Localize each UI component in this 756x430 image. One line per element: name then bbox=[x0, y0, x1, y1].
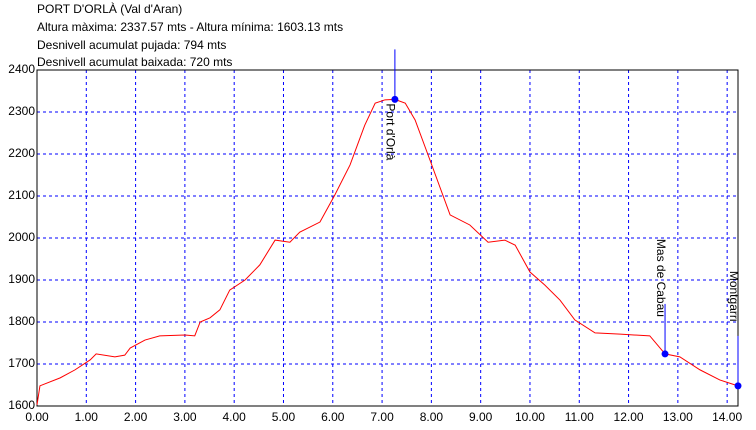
x-tick-label: 0.00 bbox=[25, 410, 49, 424]
waypoint-label: Mas de Cabau bbox=[654, 239, 668, 317]
x-tick-label: 4.00 bbox=[223, 410, 247, 424]
plot-border bbox=[36, 69, 739, 407]
subtitle: Desnivell acumulat baixada: 720 mts bbox=[37, 55, 232, 69]
x-tick-label: 12.00 bbox=[614, 410, 644, 424]
x-tick-label: 1.00 bbox=[75, 410, 99, 424]
waypoint-label: Port d'Orlà bbox=[384, 103, 398, 160]
waypoint-marker bbox=[734, 382, 742, 390]
x-tick-label: 2.00 bbox=[124, 410, 148, 424]
x-tick-label: 11.00 bbox=[565, 410, 594, 424]
waypoint-marker bbox=[661, 350, 669, 358]
y-tick-label: 1900 bbox=[8, 272, 35, 286]
x-tick-label: 3.00 bbox=[173, 410, 197, 424]
elevation-line bbox=[36, 98, 739, 405]
x-tick-label: 10.00 bbox=[515, 410, 545, 424]
subtitle: Desnivell acumulat pujada: 794 mts bbox=[37, 38, 226, 52]
x-tick-label: 9.00 bbox=[469, 410, 493, 424]
y-tick-label: 1600 bbox=[8, 398, 35, 412]
y-tick-label: 1800 bbox=[8, 314, 35, 328]
y-tick-label: 2100 bbox=[8, 188, 35, 202]
x-tick-label: 6.00 bbox=[321, 410, 345, 424]
subtitle: Altura màxima: 2337.57 mts - Altura míni… bbox=[37, 20, 343, 34]
waypoint-label: Montgarri bbox=[727, 271, 741, 322]
chart-title: PORT D'ORLÀ (Val d'Aran) bbox=[37, 1, 182, 16]
y-tick-label: 2300 bbox=[8, 104, 35, 118]
y-tick-label: 2400 bbox=[8, 62, 35, 76]
x-tick-label: 13.00 bbox=[663, 410, 693, 424]
x-tick-label: 7.00 bbox=[370, 410, 394, 424]
y-tick-label: 2000 bbox=[8, 230, 35, 244]
y-tick-label: 2200 bbox=[8, 146, 35, 160]
x-tick-label: 14.00 bbox=[712, 410, 742, 424]
x-tick-label: 8.00 bbox=[420, 410, 444, 424]
x-tick-label: 5.00 bbox=[272, 410, 296, 424]
y-tick-label: 1700 bbox=[8, 356, 35, 370]
waypoint-marker bbox=[391, 95, 399, 103]
